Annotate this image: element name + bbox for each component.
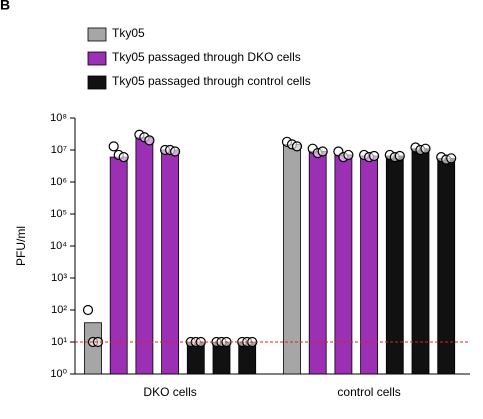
y-tick-label: 10⁸ — [50, 112, 67, 124]
y-tick-label: 10⁰ — [50, 368, 67, 380]
data-point — [394, 150, 405, 162]
bar — [161, 149, 180, 375]
data-point — [343, 149, 354, 161]
x-tick-label: control cells — [337, 385, 400, 399]
data-point — [291, 141, 303, 152]
bar — [360, 155, 379, 375]
legend-swatch — [87, 51, 107, 66]
y-tick-label: 10⁵ — [50, 208, 67, 220]
legend-label: Tky05 — [112, 26, 145, 40]
bar — [84, 322, 102, 375]
data-point — [369, 150, 380, 162]
y-tick-label: 10⁶ — [50, 176, 67, 188]
data-point — [170, 146, 181, 157]
legend-label: Tky05 passaged through DKO cells — [112, 50, 301, 64]
data-point — [446, 153, 457, 164]
legend-swatch — [87, 27, 107, 42]
bar — [283, 143, 301, 375]
y-tick-label: 10⁴ — [50, 240, 67, 252]
data-point — [144, 135, 155, 146]
data-point — [420, 143, 431, 154]
y-tick-label: 10⁷ — [51, 144, 67, 156]
legend-swatch — [87, 75, 107, 90]
y-tick-label: 10³ — [51, 272, 67, 284]
bar — [308, 151, 327, 375]
y-tick-label: 10² — [51, 304, 67, 316]
data-point — [82, 304, 94, 316]
y-tick-label: 10¹ — [51, 336, 67, 348]
bar — [109, 156, 128, 375]
data-point — [108, 141, 119, 152]
bar — [411, 148, 430, 375]
data-point — [317, 146, 328, 157]
y-axis-label: PFU/ml — [14, 226, 28, 266]
x-tick-label: DKO cells — [143, 385, 196, 399]
panel-label: B — [0, 0, 10, 13]
bar — [334, 154, 353, 375]
legend-label: Tky05 passaged through control cells — [112, 74, 311, 88]
bar — [135, 136, 154, 375]
bar — [385, 155, 404, 375]
data-point — [118, 151, 129, 163]
